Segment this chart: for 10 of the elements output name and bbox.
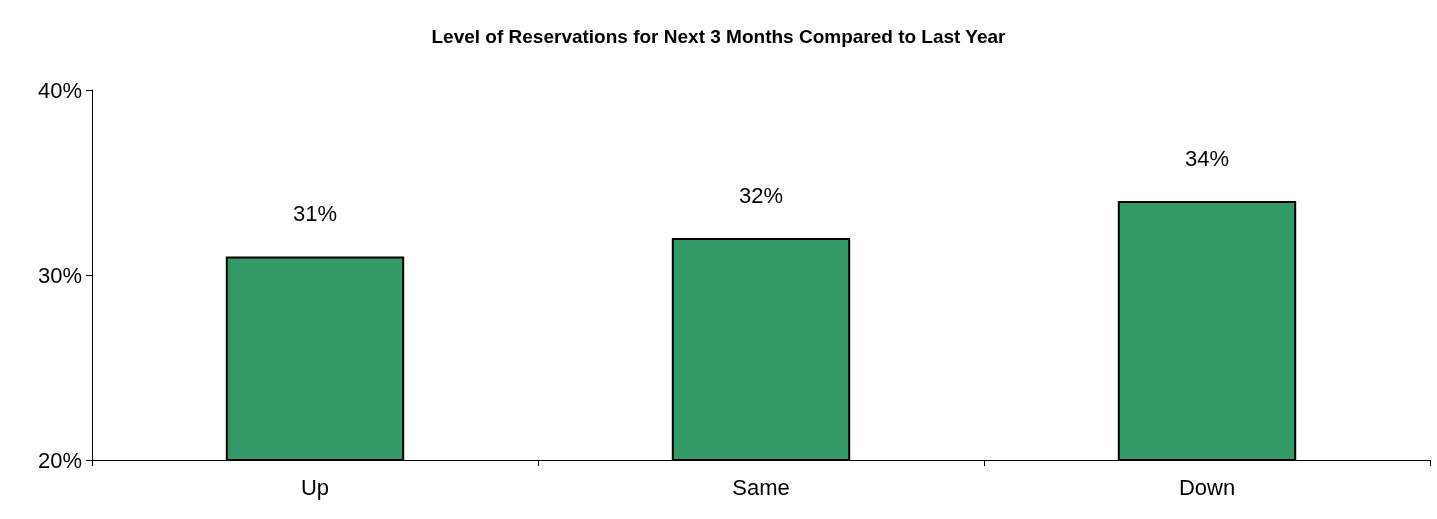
data-label: 32% bbox=[738, 182, 784, 208]
x-tick-label: Down bbox=[1178, 474, 1236, 500]
y-tick-label: 20% bbox=[37, 447, 82, 473]
chart-title: Level of Reservations for Next 3 Months Compared to Last Year bbox=[431, 26, 1007, 47]
x-tick-label: Up bbox=[300, 474, 330, 500]
data-label: 34% bbox=[1184, 145, 1230, 171]
y-tick-label: 30% bbox=[37, 262, 82, 288]
data-label: 31% bbox=[292, 201, 338, 226]
y-tick-label: 40% bbox=[37, 77, 82, 103]
x-tick-label: Same bbox=[732, 474, 790, 500]
